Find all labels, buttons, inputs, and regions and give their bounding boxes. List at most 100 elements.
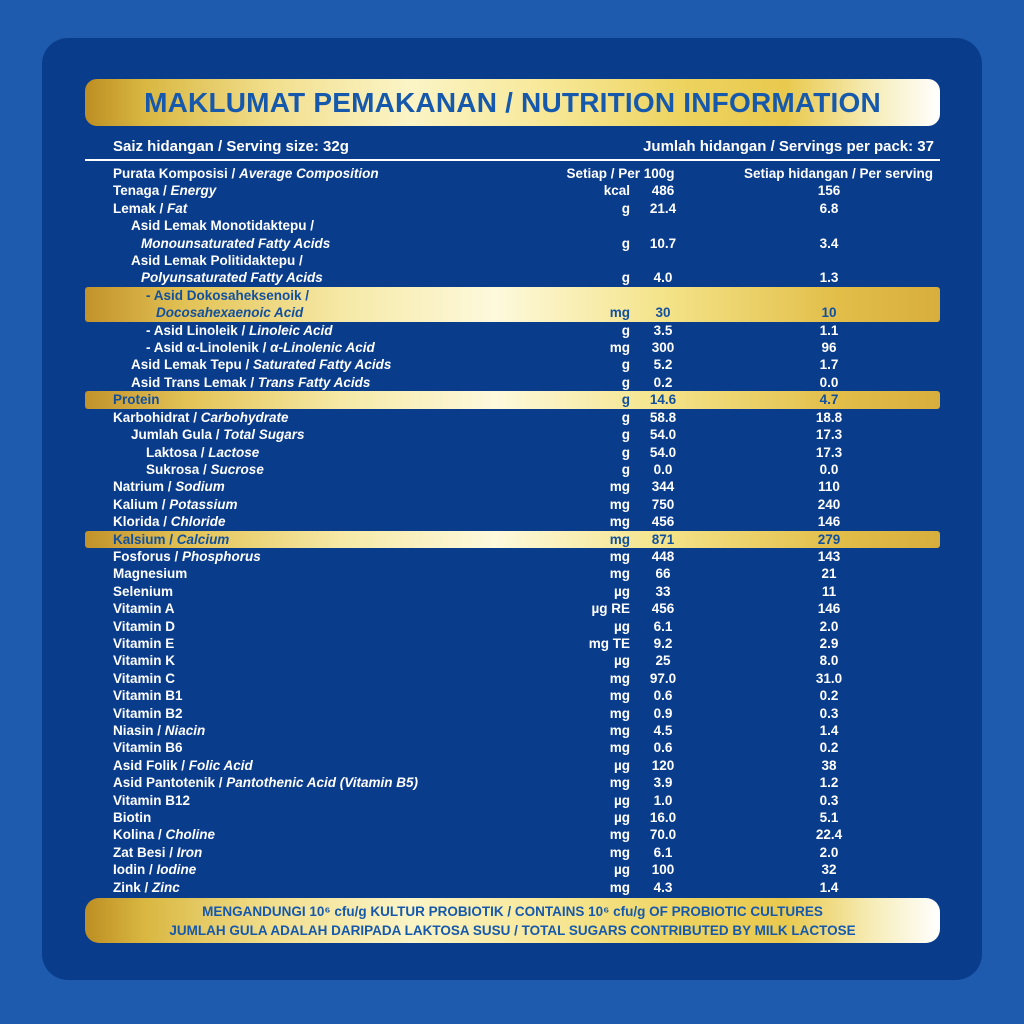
table-row: Kolina / Choline mg 70.0 22.4 — [85, 826, 940, 843]
table-row: Asid Lemak Monotidaktepu / Monounsaturate… — [85, 217, 940, 252]
row-unit: g — [621, 357, 630, 373]
row-value-per-serving: 1.1 — [819, 322, 839, 338]
row-value-per-serving: 10 — [821, 305, 837, 321]
row-value-per-serving: 0.0 — [819, 374, 839, 390]
table-row: Vitamin B6 mg 0.6 0.2 — [85, 739, 940, 756]
row-value-per-serving: 1.4 — [819, 879, 839, 895]
row-label: Vitamin A — [113, 601, 175, 617]
row-value-per-serving: 4.7 — [819, 392, 839, 408]
row-unit: g — [621, 409, 630, 425]
row-label: Lemak / Fat — [113, 200, 188, 216]
row-unit: mg — [609, 670, 630, 686]
table-row: Kalsium / Calcium mg 871 279 — [85, 530, 940, 548]
row-label: Asid Lemak Politidaktepu / Polyunsaturate… — [131, 253, 323, 286]
table-row: Karbohidrat / Carbohydrate g 58.8 18.8 — [85, 409, 940, 426]
row-value-per-100g: 344 — [651, 479, 675, 495]
row-value-per-serving: 18.8 — [815, 409, 843, 425]
row-value-per-100g: 6.1 — [653, 844, 673, 860]
row-unit: mg — [609, 340, 630, 356]
serving-size-label: Saiz hidangan / Serving size: 32g — [113, 137, 349, 155]
row-label: Vitamin B6 — [113, 740, 183, 756]
table-row: Klorida / Chloride mg 456 146 — [85, 513, 940, 530]
page-title: MAKLUMAT PEMAKANAN / NUTRITION INFORMATI… — [144, 86, 881, 118]
footer-line-2: JUMLAH GULA ADALAH DARIPADA LAKTOSA SUSU… — [169, 922, 856, 938]
table-row: - Asid α-Linolenik / α-Linolenic Acid mg 3… — [85, 339, 940, 356]
row-label: Vitamin B12 — [113, 792, 191, 808]
row-label: Selenium — [113, 583, 174, 599]
row-label: Niasin / Niacin — [113, 723, 206, 738]
row-value-per-100g: 16.0 — [649, 810, 677, 826]
row-value-per-100g: 5.2 — [653, 357, 673, 373]
row-unit: mg — [609, 723, 630, 738]
row-label: Magnesium — [113, 566, 188, 582]
table-row: - Asid Dokosaheksenoik / Docosahexaenoic … — [85, 286, 940, 322]
table-row: Fosforus / Phosphorus mg 448 143 — [85, 548, 940, 565]
table-row: Selenium µg 33 11 — [85, 583, 940, 600]
row-unit: g — [621, 322, 630, 338]
row-value-per-100g: 30 — [655, 305, 671, 321]
table-row: Asid Lemak Politidaktepu / Polyunsaturate… — [85, 252, 940, 287]
row-value-per-serving: 96 — [821, 340, 837, 356]
row-value-per-serving: 17.3 — [815, 427, 843, 443]
row-unit: mg — [609, 879, 630, 895]
table-header-row: Purata Komposisi / Average Composition S… — [85, 165, 940, 182]
table-row: Asid Lemak Tepu / Saturated Fatty Acids g… — [85, 356, 940, 373]
row-value-per-100g: 871 — [651, 531, 675, 547]
row-value-per-100g: 3.9 — [653, 775, 673, 791]
row-unit: µg — [613, 757, 630, 773]
row-value-per-serving: 2.0 — [819, 844, 839, 860]
row-unit: µg — [613, 810, 630, 826]
row-value-per-100g: 0.0 — [653, 461, 673, 477]
table-row: Jumlah Gula / Total Sugars g 54.0 17.3 — [85, 426, 940, 443]
row-unit: mg — [609, 479, 630, 495]
row-label: Iodin / Iodine — [113, 862, 197, 878]
row-unit: mg — [609, 531, 630, 547]
table-row: Vitamin B2 mg 0.9 0.3 — [85, 705, 940, 722]
row-label: Biotin — [113, 810, 152, 826]
row-unit: mg — [609, 740, 630, 756]
table-row: Vitamin K µg 25 8.0 — [85, 652, 940, 669]
row-label: Zat Besi / Iron — [113, 844, 203, 860]
column-header-per-100g: Setiap / Per 100g — [566, 166, 675, 181]
row-value-per-100g: 97.0 — [649, 670, 677, 686]
row-value-per-100g: 25 — [655, 653, 671, 669]
row-label: Klorida / Chloride — [113, 514, 226, 530]
row-value-per-100g: 0.6 — [653, 688, 673, 704]
row-value-per-100g: 300 — [651, 340, 675, 356]
table-row: Asid Folik / Folic Acid µg 120 38 — [85, 757, 940, 774]
table-row: Laktosa / Lactose g 54.0 17.3 — [85, 444, 940, 461]
row-label: Kalsium / Calcium — [113, 531, 230, 547]
row-label: Vitamin D — [113, 618, 176, 634]
row-unit: mg — [609, 548, 630, 564]
row-unit: µg — [613, 583, 630, 599]
row-label: Asid Lemak Monotidaktepu / Monounsaturate… — [131, 218, 331, 251]
row-label: - Asid α-Linolenik / α-Linolenic Acid — [146, 340, 375, 356]
table-row: Kalium / Potassium mg 750 240 — [85, 496, 940, 513]
row-unit: g — [621, 427, 630, 443]
row-value-per-serving: 22.4 — [815, 827, 843, 843]
row-unit: g — [621, 270, 630, 286]
table-row: Zink / Zinc mg 4.3 1.4 — [85, 879, 940, 896]
table-row: Asid Trans Lemak / Trans Fatty Acids g 0.2… — [85, 374, 940, 391]
row-value-per-serving: 2.9 — [819, 635, 839, 651]
row-value-per-100g: 0.6 — [653, 740, 673, 756]
row-unit: g — [621, 200, 630, 216]
title-banner: MAKLUMAT PEMAKANAN / NUTRITION INFORMATI… — [85, 79, 940, 126]
row-unit: g — [621, 392, 630, 408]
row-value-per-100g: 448 — [651, 548, 675, 564]
column-header-composition: Purata Komposisi / Average Composition — [113, 166, 379, 181]
row-value-per-serving: 0.3 — [819, 705, 839, 721]
row-label: Vitamin C — [113, 670, 176, 686]
table-row: Sukrosa / Sucrose g 0.0 0.0 — [85, 461, 940, 478]
row-value-per-100g: 750 — [651, 496, 675, 512]
row-label: Fosforus / Phosphorus — [113, 548, 261, 564]
row-unit: µg — [613, 653, 630, 669]
row-unit: mg — [609, 688, 630, 704]
row-value-per-100g: 0.9 — [653, 705, 673, 721]
nutrition-label-panel: MAKLUMAT PEMAKANAN / NUTRITION INFORMATI… — [42, 38, 982, 980]
row-value-per-100g: 4.3 — [653, 879, 673, 895]
row-label: Sukrosa / Sucrose — [146, 461, 264, 477]
row-unit: mg — [609, 705, 630, 721]
row-unit: µg — [613, 618, 630, 634]
